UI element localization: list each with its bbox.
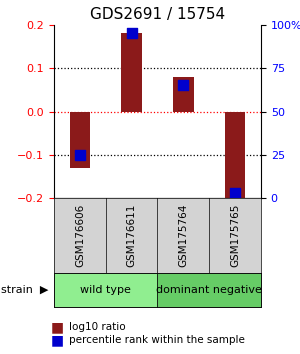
- Text: percentile rank within the sample: percentile rank within the sample: [69, 335, 245, 345]
- Point: [77, 152, 82, 158]
- Text: GSM176606: GSM176606: [75, 204, 85, 267]
- Text: log10 ratio: log10 ratio: [69, 322, 126, 332]
- Text: GSM176611: GSM176611: [127, 204, 136, 267]
- Text: GSM175765: GSM175765: [230, 204, 240, 267]
- Point: [129, 30, 134, 36]
- Text: dominant negative: dominant negative: [156, 285, 262, 295]
- Title: GDS2691 / 15754: GDS2691 / 15754: [90, 7, 225, 22]
- Text: GSM175764: GSM175764: [178, 204, 188, 267]
- Point: [233, 190, 238, 196]
- Text: ■: ■: [51, 333, 64, 347]
- Text: strain  ▶: strain ▶: [2, 285, 49, 295]
- Bar: [173, 77, 194, 112]
- Point: [181, 82, 186, 88]
- Bar: [225, 112, 245, 198]
- Bar: [121, 33, 142, 112]
- FancyBboxPatch shape: [158, 273, 261, 307]
- Text: wild type: wild type: [80, 285, 131, 295]
- FancyBboxPatch shape: [54, 273, 158, 307]
- Text: ■: ■: [51, 320, 64, 335]
- Bar: [70, 112, 90, 168]
